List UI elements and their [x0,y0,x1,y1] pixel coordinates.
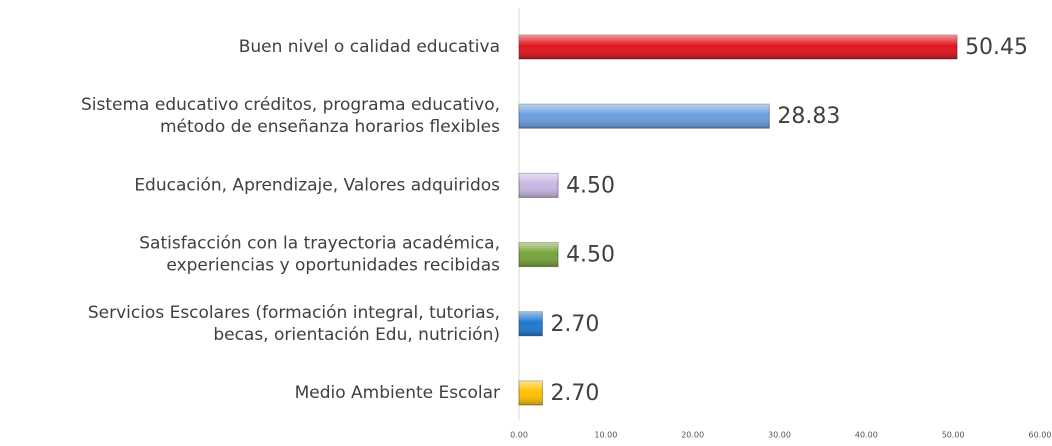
x-tick-label: 40.00 [855,431,878,440]
value-label: 2.70 [550,312,599,337]
value-label: 2.70 [550,381,599,406]
value-label: 4.50 [566,173,615,198]
value-label: 28.83 [777,104,840,129]
x-tick-label: 30.00 [768,431,791,440]
category-label: Medio Ambiente Escolar [295,383,500,403]
x-tick-label: 0.00 [510,431,528,440]
x-tick-label: 60.00 [1029,431,1052,440]
bar-shade [519,242,559,267]
category-label: Servicios Escolares (formación integral,… [88,303,500,345]
value-label: 50.45 [965,35,1028,60]
category-label: Buen nivel o calidad educativa [239,37,500,57]
value-label: 4.50 [566,243,615,268]
bar-shade [519,104,770,129]
category-label: Satisfacción con la trayectoria académic… [139,234,500,276]
x-tick-label: 50.00 [942,431,965,440]
x-tick-label: 20.00 [681,431,704,440]
bar-shade [519,381,543,405]
category-label: Educación, Aprendizaje, Valores adquirid… [134,175,500,195]
x-tick-label: 10.00 [594,431,617,440]
category-label: Sistema educativo créditos, programa edu… [81,95,500,137]
bar-shade [519,35,958,59]
bar-shade [519,311,543,336]
bar-shade [519,173,559,198]
